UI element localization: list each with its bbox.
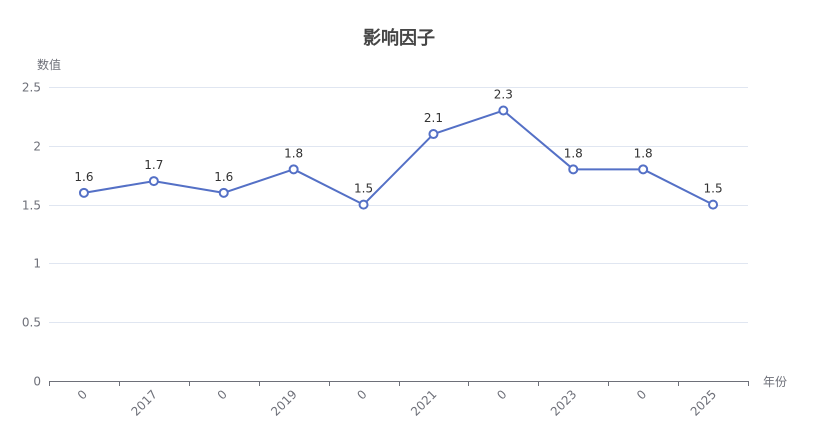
data-point-marker[interactable] [428,129,439,140]
data-value-label: 1.5 [704,182,723,196]
x-tick-label: 0 [494,387,509,402]
y-tick-label: 2 [33,140,41,154]
data-value-label: 1.8 [634,146,653,160]
data-point-marker[interactable] [498,105,509,116]
series-polyline [83,109,714,206]
x-tick-label: 0 [215,387,230,402]
data-point-markers[interactable] [78,105,719,210]
data-value-label: 2.3 [494,88,513,102]
y-tick-label: 2.5 [22,81,41,95]
data-point-marker[interactable] [218,187,229,198]
data-point-marker[interactable] [708,199,719,210]
y-tick-label: 0.5 [22,316,41,330]
y-tick-label: 1 [33,257,41,271]
data-value-label: 1.6 [214,170,233,184]
x-tick-label: 0 [75,387,90,402]
data-point-marker[interactable] [568,164,579,175]
data-value-label: 1.8 [284,146,303,160]
x-axis [49,381,749,386]
y-tick-label: 1.5 [22,199,41,213]
data-labels: 1.6 1.7 1.6 1.8 1.5 2.1 2.3 1.8 1.8 1.5 [74,88,722,196]
y-axis-title: 数值 [37,57,61,72]
x-axis-title: 年份 [763,375,787,389]
x-tick-label: 2025 [688,387,719,418]
data-value-label: 2.1 [424,111,443,125]
y-axis-tick-labels: 0 0.5 1 1.5 2 2.5 [22,81,41,389]
x-tick-label: 0 [634,387,649,402]
data-point-marker[interactable] [358,199,369,210]
data-value-label: 1.6 [74,170,93,184]
chart-title: 影响因子 [363,27,435,49]
data-value-label: 1.8 [564,146,583,160]
data-point-marker[interactable] [78,187,89,198]
x-tick-label: 2017 [128,387,159,418]
data-value-label: 1.7 [144,158,163,172]
x-tick-label: 2023 [548,387,579,418]
x-tick-label: 2021 [408,387,439,418]
data-point-marker[interactable] [148,176,159,187]
x-tick-label: 2019 [268,387,299,418]
data-point-marker[interactable] [288,164,299,175]
y-tick-label: 0 [33,375,41,389]
x-axis-tick-labels: 0 2017 0 2019 0 2021 0 2023 0 2025 [75,387,719,418]
x-tick-label: 0 [354,387,369,402]
data-point-marker[interactable] [638,164,649,175]
grid-lines [49,87,748,323]
series-line [83,109,714,206]
data-value-label: 1.5 [354,182,373,196]
